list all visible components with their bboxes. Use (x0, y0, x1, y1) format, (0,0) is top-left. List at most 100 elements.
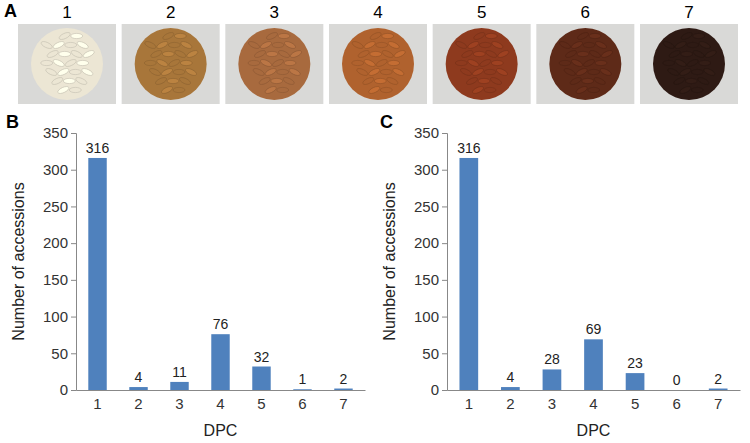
grain (272, 42, 284, 47)
image-background (329, 24, 427, 104)
sample-image: 4 (329, 3, 427, 104)
grain (668, 49, 681, 59)
sample-image: 1 (18, 3, 116, 104)
grain (70, 49, 83, 59)
tick-mark (71, 170, 76, 171)
tick-label: 50 (51, 345, 68, 362)
grain (277, 49, 290, 59)
tick-label: 2 (506, 395, 514, 412)
grain (283, 40, 296, 50)
x-axis-title: DPC (204, 422, 238, 439)
grain (186, 49, 199, 59)
data-label: 2 (340, 371, 348, 387)
data-label: 32 (254, 349, 270, 365)
grain (588, 49, 601, 59)
y-axis-title: Number of accessions (10, 182, 27, 340)
tick: 150 (43, 271, 76, 288)
grain (82, 49, 95, 59)
bar (584, 339, 603, 390)
grain (455, 60, 467, 65)
grain (156, 40, 169, 50)
image-background (18, 24, 116, 104)
grain (45, 67, 58, 77)
grain-pile (549, 28, 621, 100)
bars (88, 158, 352, 390)
grain (52, 58, 65, 68)
sample-image: 6 (536, 3, 634, 104)
tick-label: 3 (175, 395, 183, 412)
grain (59, 51, 71, 56)
data-label: 28 (544, 351, 560, 367)
bar (129, 387, 147, 390)
tick-label: 300 (43, 161, 68, 178)
grain (588, 69, 600, 74)
tick-label: 50 (422, 345, 439, 362)
grain (264, 85, 277, 95)
bar (252, 367, 270, 390)
grain (473, 51, 485, 56)
tick-label: 4 (589, 395, 597, 412)
image-background (536, 24, 634, 104)
grain (277, 69, 289, 74)
chart: C316428692302050100150200250300350123456… (380, 112, 741, 439)
tick-label: 7 (714, 395, 722, 412)
tick-label: 4 (216, 395, 224, 412)
grain (264, 67, 277, 77)
tick: 3 (175, 390, 183, 412)
grain (357, 49, 370, 59)
grain (148, 67, 161, 77)
grain (363, 58, 376, 68)
sample-label: 5 (477, 3, 486, 22)
grain (178, 76, 191, 86)
tick-mark (442, 280, 447, 281)
bar (626, 373, 645, 390)
grain (41, 60, 53, 65)
grain (363, 40, 376, 50)
grain (392, 67, 405, 77)
image-background (122, 24, 220, 104)
tick-label: 1 (465, 395, 473, 412)
tick: 100 (414, 308, 447, 325)
grain (277, 87, 289, 92)
tick: 7 (339, 390, 347, 412)
data-label: 69 (586, 321, 602, 337)
grain (154, 76, 167, 86)
tick: 50 (422, 345, 447, 362)
grain (69, 69, 81, 74)
grain (160, 85, 173, 95)
grain (559, 60, 571, 65)
grain (368, 67, 381, 77)
grain (388, 60, 400, 65)
grain (479, 42, 491, 47)
data-label: 2 (714, 371, 722, 387)
grain (288, 67, 301, 77)
tick-label: 150 (43, 271, 68, 288)
grain (594, 40, 607, 50)
grain (77, 60, 89, 65)
tick-label: 250 (414, 198, 439, 215)
grain (679, 85, 692, 95)
grain (150, 49, 163, 59)
grain (258, 76, 271, 86)
figure: A1234567B3164117632120501001502002503003… (0, 0, 750, 443)
grain (570, 40, 583, 50)
grain (356, 67, 369, 77)
y-axis: 050100150200250300350 (43, 124, 77, 398)
grain (582, 58, 595, 68)
panel-label: B (6, 112, 19, 132)
tick: 6 (672, 390, 680, 412)
grain (575, 85, 588, 95)
grain (64, 58, 77, 68)
grain (271, 78, 283, 83)
tick: 100 (43, 308, 76, 325)
tick-label: 200 (43, 234, 68, 251)
grain (362, 76, 375, 86)
grain (575, 67, 588, 77)
grain (381, 49, 394, 59)
grain (144, 60, 156, 65)
tick: 350 (414, 124, 447, 141)
grain (558, 40, 571, 50)
tick-label: 350 (43, 124, 68, 141)
bar (667, 390, 686, 391)
tick: 150 (414, 271, 447, 288)
